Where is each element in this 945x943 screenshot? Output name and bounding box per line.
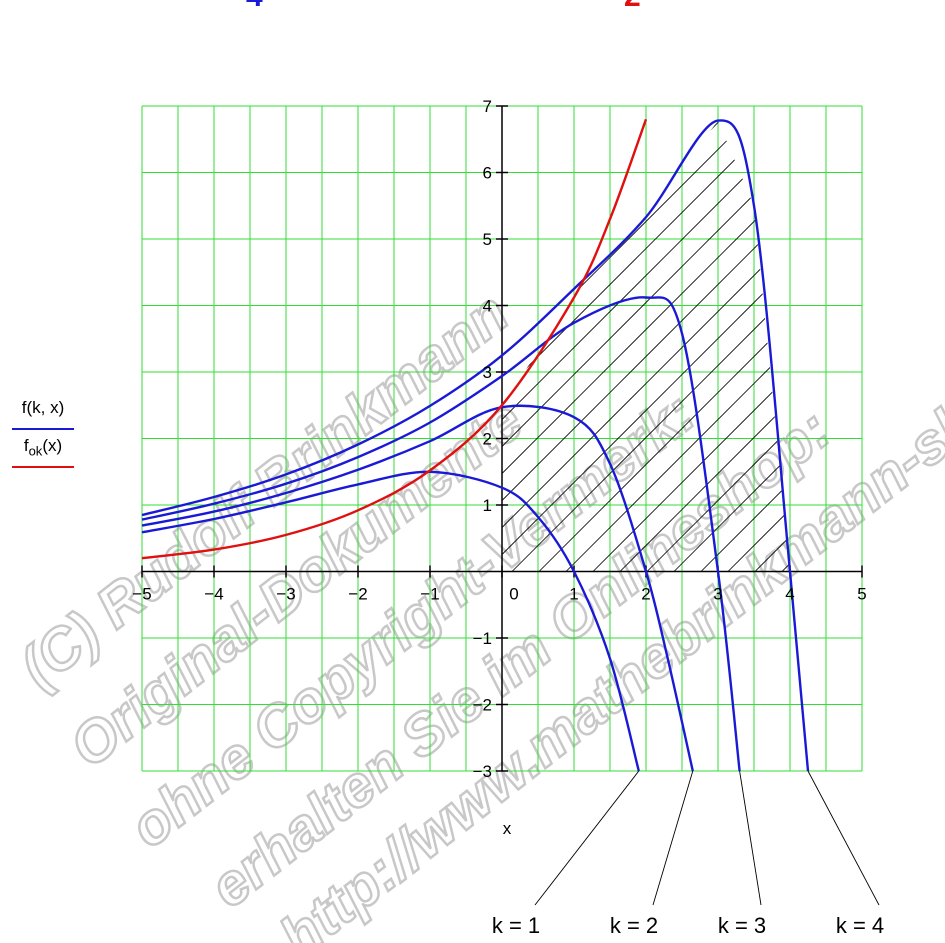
y-tick-label: 6 [483,164,492,183]
annotation-k-2: k = 2 [610,913,658,938]
hatch-line [0,0,402,572]
y-tick-label: 2 [483,430,492,449]
curves [141,118,810,772]
annotation-k-4: k = 4 [836,913,884,938]
watermark: (C) Rudolf BrinkmannOriginal-Dokumenteoh… [7,279,945,943]
axes [141,105,863,772]
y-tick-label: 1 [483,496,492,515]
hatch-line [511,120,790,572]
legend-item-f-ok: fok(x) [12,436,74,474]
x-axis-label: x [503,819,512,838]
hatch-line [592,120,790,572]
annotation-leader [534,770,640,906]
x-tick-label: 2 [641,585,650,604]
legend-item-f-k-x: f(k, x) [12,398,74,436]
y-tick-label: −1 [473,629,492,648]
hatch-line [538,120,790,572]
x-tick-label: 0 [509,585,518,604]
hatch-line [502,120,790,572]
series-line-k-3 [141,296,741,772]
x-tick-label: −1 [420,585,439,604]
hatch-line [502,120,790,572]
series-line-k-1 [141,470,640,772]
annotation-k-1: k = 1 [492,913,540,938]
hatch-line [646,120,790,572]
hatch-line [502,120,790,572]
y-tick-label: 4 [483,297,492,316]
legend-label-fok-suffix: (x) [42,436,63,455]
annotation-leader [807,770,880,906]
y-tick-label: −2 [473,696,492,715]
series-line-k-4 [141,119,810,772]
y-tick-label: 3 [483,363,492,382]
y-tick-label: 5 [483,230,492,249]
x-tick-label: 5 [857,585,866,604]
top-fragment-4: 4 [246,0,263,14]
y-tick-label: 7 [483,97,492,116]
legend-label-fok-sub: ok [28,443,43,459]
legend-line-blue [12,428,74,430]
legend-line-red [12,466,74,468]
tick-labels: −5 −4 −3 −2 −1 0 1 2 3 4 5 −3 −2 −1 1 2 3 4 5 6 7 [132,97,866,781]
legend-label-fok: f [23,436,29,455]
x-tick-label: −2 [348,585,367,604]
annotation-leader [652,770,694,906]
y-tick-label: −3 [473,762,492,781]
x-tick-label: 3 [713,585,722,604]
k-annotations: k = 1 k = 2 k = 3 k = 4 [492,770,884,938]
x-tick-label: −3 [276,585,295,604]
x-tick-label: −5 [132,585,151,604]
top-fragment-2: 2 [624,0,641,14]
hatch-line [502,120,790,572]
hatch-line [502,120,790,572]
hatch-line [502,120,790,572]
x-tick-label: −4 [204,585,223,604]
legend: f(k, x) fok(x) [12,398,74,474]
x-tick-label: 4 [785,585,794,604]
hatch-line [502,120,790,572]
hatch-line [619,120,790,572]
legend-label-f: f(k, x) [21,398,65,417]
series-line-k-2 [141,404,694,772]
x-tick-label: 1 [569,585,578,604]
hatch-line [565,120,790,572]
annotation-leader [739,770,762,906]
series-line-f-ok [141,118,648,560]
annotation-k-3: k = 3 [718,913,766,938]
